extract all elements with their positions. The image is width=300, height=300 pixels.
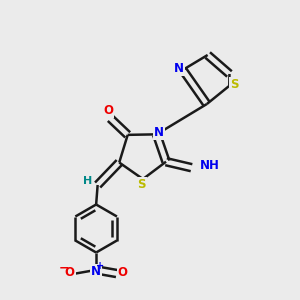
- Text: O: O: [65, 266, 75, 279]
- Text: O: O: [118, 266, 128, 279]
- Text: −: −: [58, 262, 69, 275]
- Text: N: N: [91, 265, 101, 278]
- Text: S: S: [137, 178, 146, 191]
- Text: N: N: [174, 62, 184, 75]
- Text: +: +: [96, 261, 104, 271]
- Text: O: O: [103, 104, 113, 117]
- Text: S: S: [230, 78, 239, 91]
- Text: NH: NH: [200, 159, 220, 172]
- Text: H: H: [83, 176, 93, 186]
- Text: N: N: [154, 126, 164, 139]
